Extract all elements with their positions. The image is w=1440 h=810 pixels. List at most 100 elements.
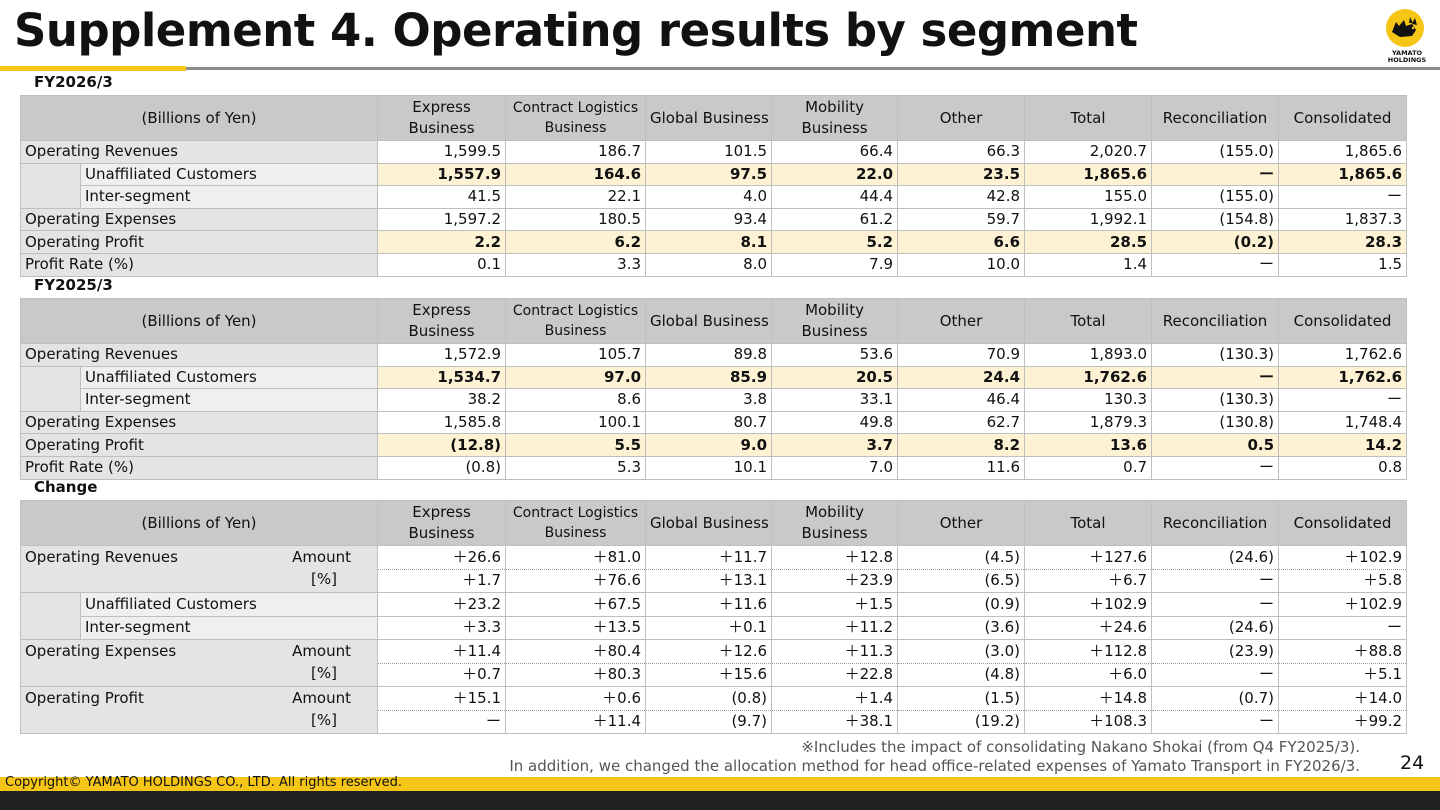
value-cell: (0.2) [1151,230,1280,254]
value-cell: 41.5 [377,185,507,209]
table-row: Operating Revenues 1,572.9 105.7 89.8 53.6 70… [19,343,1408,367]
column-header: Mobility Business [771,500,899,546]
value-cell: 8.6 [505,388,647,412]
indent-cell [20,592,81,640]
value-cell: 22.0 [771,162,899,187]
row-label: Unaffiliated Customers [79,162,379,187]
value-cell: 1,585.8 [377,410,507,435]
value-cell: ＋23.2 [377,592,507,617]
pct-label: [%] [311,664,338,682]
value-cell: ＋80.3 [505,662,647,687]
table-row: Operating Revenues Amount [%] ＋26.6 ＋81.0 ＋11… [19,545,1408,593]
section-label-change: Change [34,478,98,496]
value-cell: 5.3 [505,455,647,480]
value-cell: 1,865.6 [1024,162,1153,187]
value-cell: 1,597.2 [377,207,507,232]
value-cell: 20.5 [771,365,899,390]
cat-logo-icon [1386,9,1424,47]
value-cell: 28.5 [1024,230,1153,254]
value-cell: ＋12.8 [771,545,899,570]
table-row: Operating Profit (12.8) 5.5 9.0 3.7 8.2 13.6 0.… [19,433,1408,457]
logo-line-1: YAMATO [1391,49,1423,57]
value-cell: 7.9 [771,252,899,277]
value-cell: (3.6) [897,615,1026,640]
value-cell: ＋11.3 [771,639,899,664]
row-label: Inter-segment [79,615,379,640]
value-cell: ー [1151,592,1280,617]
row-label: Operating Profit [19,230,379,254]
value-cell: 5.2 [771,230,899,254]
value-cell: 6.6 [897,230,1026,254]
column-header: Total [1024,95,1153,141]
column-header: Total [1024,500,1153,546]
row-label: Profit Rate (%) [19,252,379,277]
value-cell: 0.7 [1024,455,1153,480]
value-cell: 1,865.6 [1278,162,1408,187]
column-header: Mobility Business [771,298,899,344]
value-cell: ＋102.9 [1278,592,1408,617]
value-cell: 14.2 [1278,433,1408,457]
value-cell: ＋11.2 [771,615,899,640]
value-cell: (23.9) [1151,639,1280,664]
value-cell: 23.5 [897,162,1026,187]
value-cell: 155.0 [1024,185,1153,209]
section-label-fy2026: FY2026/3 [34,73,113,91]
value-cell: 100.1 [505,410,647,435]
column-header: Express Business [377,500,507,546]
value-cell: ＋23.9 [771,568,899,593]
value-cell: 7.0 [771,455,899,480]
footnote-line-2: In addition, we changed the allocation m… [509,757,1360,775]
value-cell: (19.2) [897,709,1026,734]
header-row: (Billions of Yen) Express Business Contrac… [19,298,1408,344]
column-header: Reconciliation [1151,95,1280,141]
column-header: Consolidated [1278,298,1408,344]
value-cell: 1,762.6 [1278,343,1408,367]
value-cell: 0.5 [1151,433,1280,457]
value-cell: (12.8) [377,433,507,457]
column-header: Consolidated [1278,95,1408,141]
footer-bar [0,777,1440,791]
value-cell: 3.8 [645,388,773,412]
value-cell: (130.3) [1151,388,1280,412]
value-cell: 101.5 [645,140,773,164]
value-cell: (155.0) [1151,185,1280,209]
indent-cell [20,365,81,412]
value-cell: 130.3 [1024,388,1153,412]
column-header: Other [897,95,1026,141]
value-cell: 97.0 [505,365,647,390]
value-cell: 97.5 [645,162,773,187]
corner-header: (Billions of Yen) [19,95,379,141]
change-table: (Billions of Yen) Express Business Contrac… [19,500,1408,734]
value-cell: ＋11.4 [505,709,647,734]
table-row: Operating Expenses 1,585.8 100.1 80.7 49.8 62… [19,410,1408,435]
row-label: Operating Expenses [19,207,379,232]
company-logo: YAMATO HOLDINGS [1376,8,1438,64]
value-cell: 24.4 [897,365,1026,390]
value-cell: ー [1151,162,1280,187]
value-cell: 11.6 [897,455,1026,480]
value-cell: 9.0 [645,433,773,457]
table-row: Unaffiliated Customers ＋23.2 ＋67.5 ＋11.6 ＋1.… [20,592,1408,640]
value-cell: 1,748.4 [1278,410,1408,435]
value-cell: 1,879.3 [1024,410,1153,435]
row-label: Inter-segment [79,388,379,412]
value-cell: ＋15.1 [377,686,507,711]
table-row: ＋0.7 ＋80.3 ＋15.6 ＋22.8 (4.8) ＋6.0 ー＋5.1 [21,662,1408,687]
value-cell: 42.8 [897,185,1026,209]
table-row: Operating Expenses 1,597.2 180.5 93.4 61.2 59… [19,207,1408,232]
value-cell: ＋13.5 [505,615,647,640]
value-cell: 8.1 [645,230,773,254]
row-label-group: Operating Revenues Amount [%] [19,545,379,593]
value-cell: ＋0.7 [377,662,507,687]
pct-label: [%] [311,711,338,729]
value-cell: 13.6 [1024,433,1153,457]
title-divider-rule [186,67,1440,70]
value-cell: ＋14.8 [1024,686,1153,711]
value-cell: ＋11.7 [645,545,773,570]
value-cell: 66.3 [897,140,1026,164]
value-cell: ー [1151,455,1280,480]
value-cell: 5.5 [505,433,647,457]
value-cell: 3.3 [505,252,647,277]
table-row: Inter-segment 38.2 8.6 3.8 33.1 46.4 130.3 (130… [21,388,1408,412]
table-row: Operating Profit Amount [%] ＋15.1 ＋0.6 (0.8) ＋… [19,686,1408,734]
